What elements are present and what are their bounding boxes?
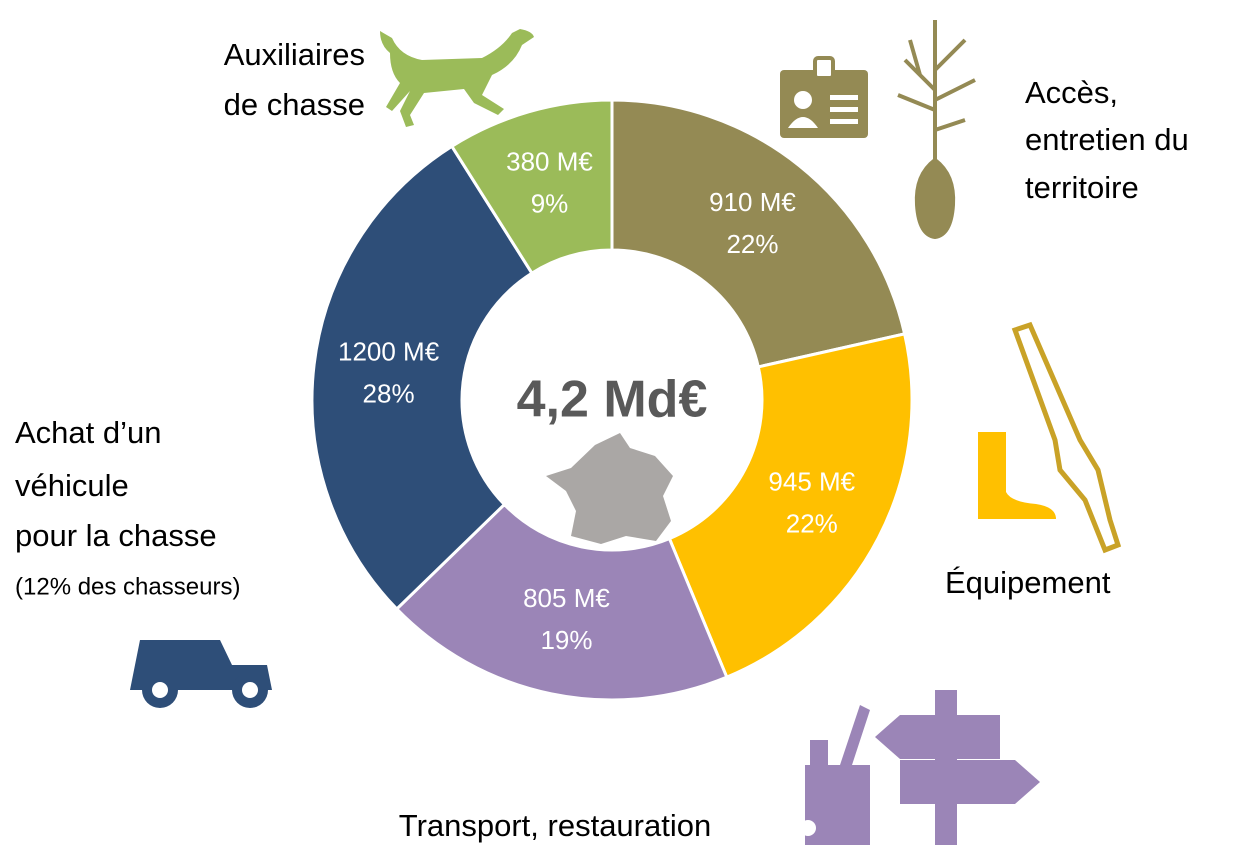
category-label: territoire xyxy=(1025,170,1139,205)
value-label: 380 M€ xyxy=(506,147,593,177)
percentage-label: 9% xyxy=(531,189,569,219)
tree-icon xyxy=(897,20,976,240)
boot-icon xyxy=(978,432,1056,519)
category-label: Accès, xyxy=(1025,75,1118,110)
gun-icon xyxy=(1011,321,1122,554)
percentage-label: 22% xyxy=(786,508,838,538)
signpost-icon xyxy=(875,690,1040,845)
value-label: 1200 M€ xyxy=(338,336,440,366)
donut-segment xyxy=(310,144,534,612)
percentage-label: 19% xyxy=(540,625,592,655)
category-label: Achat d’un xyxy=(15,415,162,450)
category-label: pour la chasse xyxy=(15,518,217,553)
category-label: Auxiliaires xyxy=(224,37,365,72)
category-label: Transport, restauration xyxy=(399,808,711,843)
jeep-icon xyxy=(130,640,272,708)
category-label: entretien du xyxy=(1025,122,1189,157)
category-label: Équipement xyxy=(945,565,1111,600)
percentage-label: 22% xyxy=(726,229,778,259)
donut-segment xyxy=(667,332,914,680)
france-map xyxy=(546,433,673,544)
percentage-label: 28% xyxy=(363,378,415,408)
value-label: 945 M€ xyxy=(768,466,855,496)
category-label: de chasse xyxy=(224,87,365,122)
bag-icon xyxy=(800,705,870,845)
donut-segment xyxy=(394,502,729,702)
badge-icon xyxy=(780,56,868,138)
dog-icon xyxy=(380,29,534,127)
donut-segment xyxy=(610,98,907,369)
donut-segment xyxy=(449,98,614,276)
value-label: 805 M€ xyxy=(523,583,610,613)
center-label: 4,2 Md€ xyxy=(517,371,708,429)
value-label: 910 M€ xyxy=(709,187,796,217)
annotation: (12% des chasseurs) xyxy=(15,573,240,600)
category-label: véhicule xyxy=(15,468,129,503)
